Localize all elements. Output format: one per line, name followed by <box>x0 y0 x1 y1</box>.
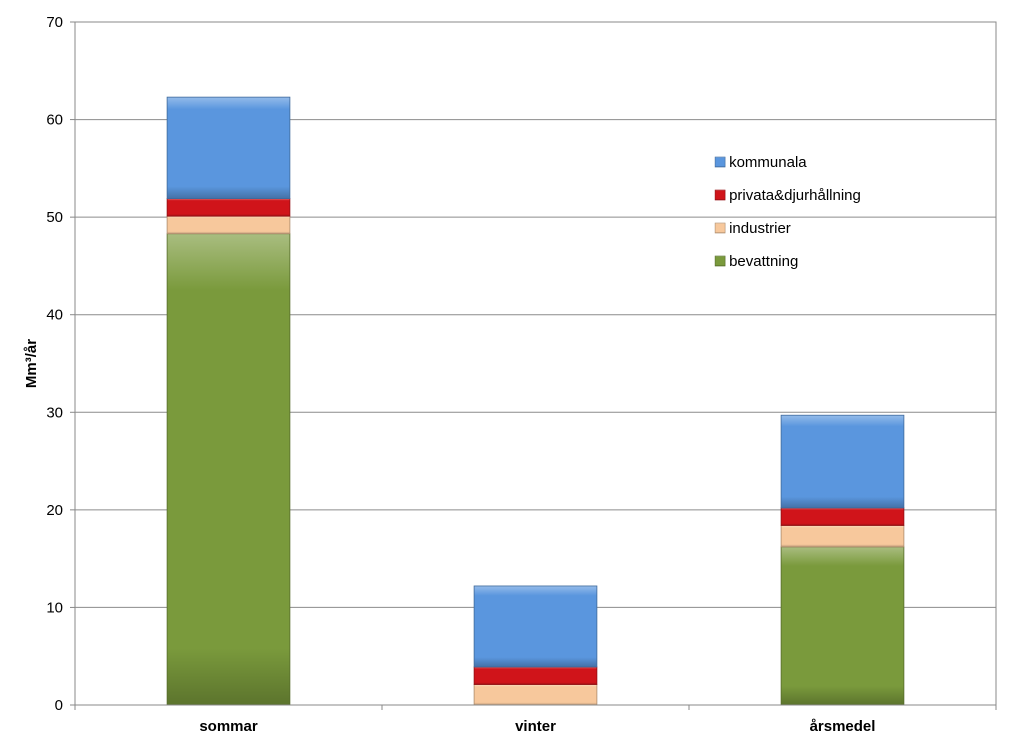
legend-label: kommunala <box>729 154 807 171</box>
bar-segment <box>780 507 905 526</box>
x-category-label: sommar <box>199 718 258 735</box>
legend-label: industrier <box>729 220 791 237</box>
y-tick-label: 50 <box>46 209 63 226</box>
bar-segment <box>473 684 598 706</box>
y-tick-label: 60 <box>46 112 63 129</box>
bars <box>166 96 905 706</box>
bar-segment <box>473 666 598 685</box>
bar-segment <box>166 215 291 235</box>
y-axis-label: Mm³/år <box>23 339 40 388</box>
y-axis-ticks: 0 10 20 30 40 50 60 70 <box>46 14 75 714</box>
legend-label: bevattning <box>729 253 798 270</box>
bar-segment <box>166 198 291 217</box>
legend: kommunala privata&djurhållning industrier b… <box>714 154 861 270</box>
x-category-label: vinter <box>515 718 556 735</box>
legend-swatch <box>714 156 726 168</box>
bar-segment <box>780 414 905 509</box>
bar-segment <box>473 585 598 668</box>
x-axis-categories: sommar vinter årsmedel <box>74 705 997 735</box>
legend-swatch <box>714 255 726 267</box>
y-tick-label: 30 <box>46 404 63 421</box>
bar-segment <box>780 525 905 548</box>
y-tick-label: 10 <box>46 599 63 616</box>
bar-segment <box>780 546 905 706</box>
y-tick-label: 0 <box>55 697 63 714</box>
y-tick-label: 20 <box>46 502 63 519</box>
bar-segment <box>166 96 291 200</box>
x-category-label: årsmedel <box>810 718 876 735</box>
legend-swatch <box>714 189 726 201</box>
bar-segment <box>166 233 291 706</box>
y-tick-label: 70 <box>46 14 63 31</box>
y-tick-label: 40 <box>46 307 63 324</box>
legend-swatch <box>714 222 726 234</box>
legend-label: privata&djurhållning <box>729 187 861 204</box>
